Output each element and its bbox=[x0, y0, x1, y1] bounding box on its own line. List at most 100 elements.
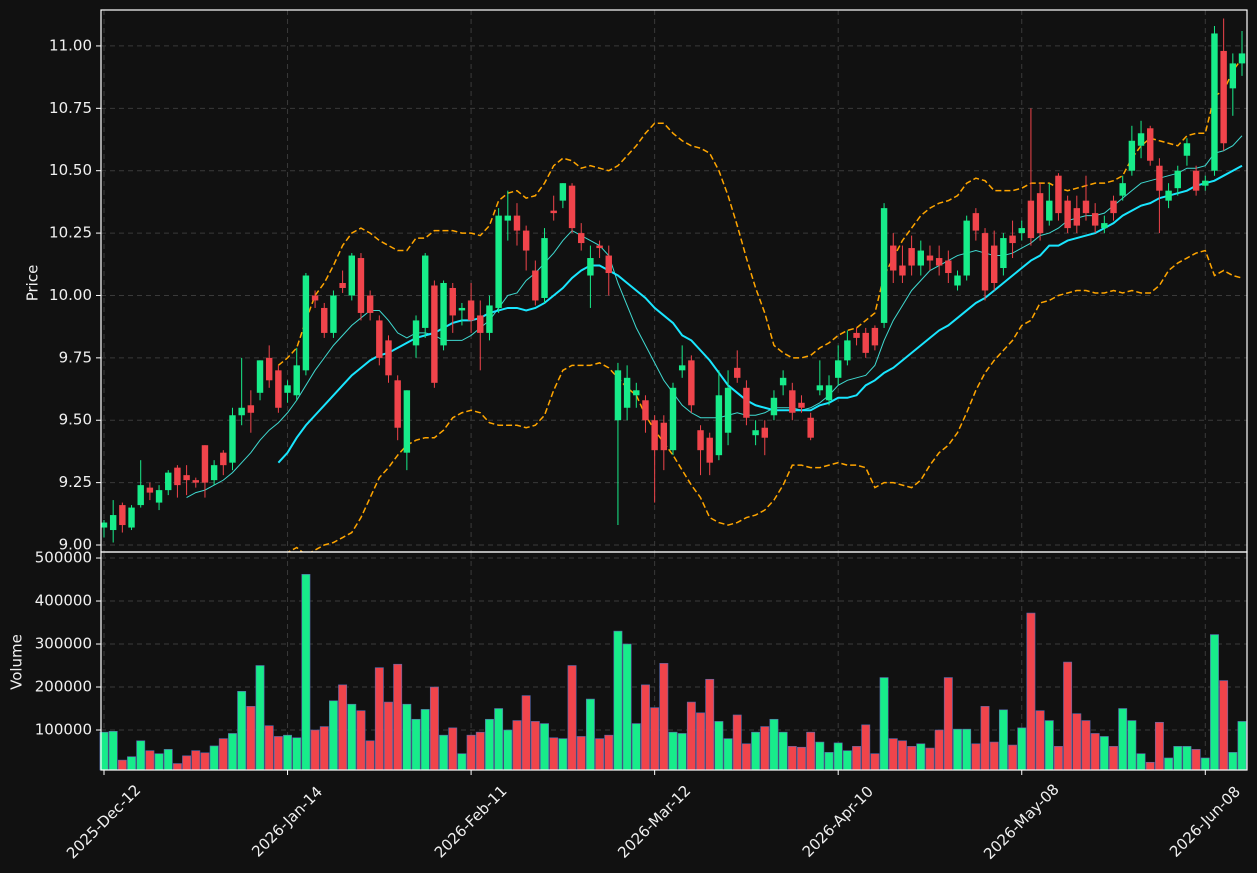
candle-body bbox=[578, 233, 585, 244]
candle-body bbox=[192, 480, 199, 483]
candle-body bbox=[1220, 50, 1227, 144]
candle-body bbox=[467, 300, 475, 321]
candle-body bbox=[825, 385, 833, 401]
volume-bar bbox=[1099, 736, 1109, 771]
candle-body bbox=[385, 340, 392, 376]
volume-bar bbox=[1072, 713, 1082, 771]
candle-body bbox=[440, 282, 447, 346]
candle-body bbox=[339, 282, 346, 288]
volume-bar bbox=[641, 684, 650, 771]
candle-body bbox=[1055, 175, 1062, 214]
candle-body bbox=[119, 505, 126, 526]
volume-bar bbox=[108, 731, 118, 771]
candle-body bbox=[816, 385, 824, 391]
volume-bar bbox=[429, 686, 439, 771]
candle-body bbox=[376, 320, 383, 358]
candle-body bbox=[743, 387, 750, 418]
candle-body bbox=[100, 522, 108, 528]
volume-bar bbox=[356, 710, 366, 771]
volume-bar bbox=[549, 737, 559, 771]
volume-bar bbox=[301, 574, 311, 771]
candle-body bbox=[724, 387, 732, 433]
volume-bar bbox=[393, 663, 403, 771]
volume-bar bbox=[466, 734, 476, 771]
candle-body bbox=[844, 340, 851, 361]
candle-body bbox=[1009, 235, 1016, 244]
candle-body bbox=[1174, 170, 1181, 189]
candle-body bbox=[1128, 140, 1136, 171]
volume-bar bbox=[989, 741, 999, 771]
candle-body bbox=[495, 215, 502, 308]
volume-bar bbox=[283, 734, 292, 771]
candle-body bbox=[853, 332, 860, 338]
candle-body bbox=[605, 255, 612, 274]
volume-bar bbox=[567, 665, 577, 771]
candle-body bbox=[926, 255, 934, 261]
candle-body bbox=[761, 427, 768, 438]
candle-body bbox=[256, 360, 264, 393]
volume-bar bbox=[962, 728, 972, 771]
volume-bar bbox=[1063, 661, 1073, 771]
volume-bar bbox=[145, 750, 155, 771]
volume-bar bbox=[741, 743, 751, 771]
candle-body bbox=[348, 255, 356, 296]
volume-bar bbox=[1081, 720, 1091, 771]
candle-body bbox=[660, 422, 668, 451]
volume-bar bbox=[769, 718, 779, 771]
volume-bar bbox=[365, 740, 375, 771]
candle-body bbox=[669, 387, 677, 451]
candle-body bbox=[449, 287, 456, 316]
candle-body bbox=[146, 487, 154, 493]
candle-body bbox=[972, 213, 980, 231]
candle-body bbox=[798, 402, 805, 408]
candle-body bbox=[155, 490, 163, 503]
volume-bar bbox=[1191, 749, 1201, 771]
y-tick-label: 9.25 bbox=[59, 473, 92, 491]
volume-bar bbox=[1237, 721, 1247, 771]
volume-bar bbox=[200, 752, 210, 771]
volume-tick-label: 300000 bbox=[35, 635, 92, 653]
y-tick-label: 9.00 bbox=[59, 536, 92, 554]
volume-bar bbox=[604, 734, 614, 771]
volume-bar bbox=[1035, 710, 1045, 771]
volume-bar bbox=[136, 740, 146, 771]
volume-bar bbox=[319, 726, 329, 771]
candle-body bbox=[935, 258, 943, 266]
volume-bar bbox=[925, 747, 935, 771]
volume-bar bbox=[255, 665, 265, 771]
volume-bar bbox=[934, 729, 944, 771]
candle-body bbox=[541, 238, 548, 298]
volume-bar bbox=[732, 714, 742, 771]
volume-bar bbox=[457, 753, 467, 771]
volume-frame bbox=[100, 551, 1248, 771]
volume-bar bbox=[402, 703, 412, 771]
candle-body bbox=[458, 307, 466, 311]
candle-body bbox=[596, 245, 603, 249]
volume-bar bbox=[512, 720, 522, 771]
candle-body bbox=[1110, 200, 1117, 214]
candle-body bbox=[403, 390, 411, 453]
volume-bar bbox=[971, 743, 981, 771]
candle-body bbox=[229, 415, 236, 463]
volume-bar bbox=[870, 753, 880, 771]
volume-bar bbox=[310, 729, 320, 771]
candle-body bbox=[688, 360, 695, 406]
candle-body bbox=[302, 275, 310, 371]
volume-bar bbox=[117, 759, 127, 771]
candle-body bbox=[990, 245, 998, 283]
volume-bar bbox=[503, 729, 513, 771]
candle-body bbox=[880, 208, 888, 323]
volume-bar bbox=[264, 725, 274, 771]
volume-bar bbox=[475, 731, 485, 771]
volume-bar bbox=[916, 743, 926, 771]
volume-bar bbox=[237, 691, 247, 771]
volume-bar bbox=[943, 677, 953, 771]
volume-bar bbox=[521, 695, 531, 771]
volume-bar bbox=[778, 731, 788, 771]
volume-bar bbox=[411, 718, 421, 771]
volume-bar bbox=[172, 763, 182, 771]
volume-bar bbox=[668, 731, 678, 771]
candle-body bbox=[789, 390, 796, 413]
candle-body bbox=[917, 250, 925, 266]
candle-body bbox=[504, 215, 512, 221]
